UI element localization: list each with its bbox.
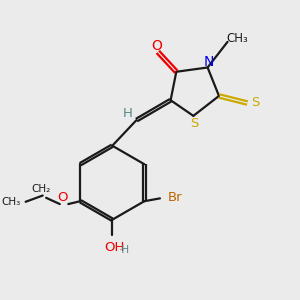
Text: OH: OH xyxy=(104,241,125,254)
Text: H: H xyxy=(123,106,133,119)
Text: O: O xyxy=(151,39,162,52)
Text: S: S xyxy=(190,117,199,130)
Text: CH₃: CH₃ xyxy=(226,32,248,45)
Text: CH₃: CH₃ xyxy=(2,197,21,207)
Text: N: N xyxy=(204,56,214,69)
Text: O: O xyxy=(57,191,68,204)
Text: Br: Br xyxy=(168,191,182,204)
Text: S: S xyxy=(251,96,260,109)
Text: ·H: ·H xyxy=(119,245,130,255)
Text: CH₂: CH₂ xyxy=(32,184,51,194)
